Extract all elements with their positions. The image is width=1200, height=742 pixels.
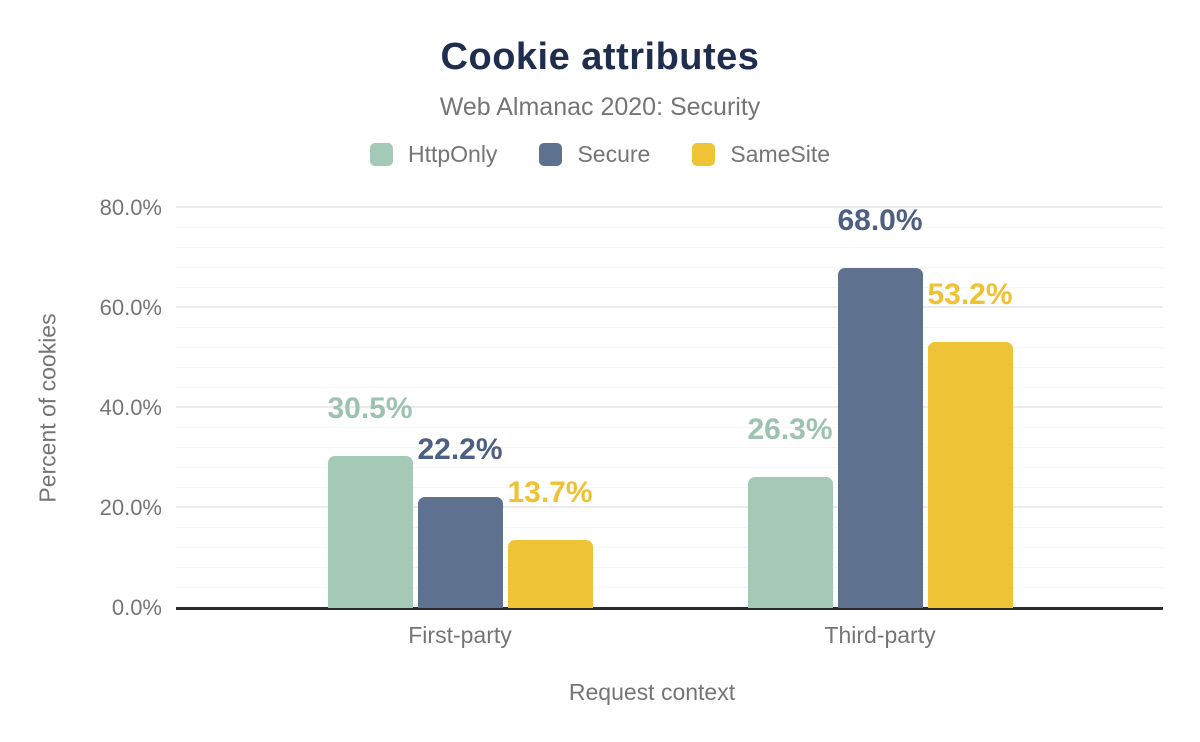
major-gridline	[176, 206, 1163, 208]
legend: HttpOnly Secure SameSite	[0, 141, 1200, 168]
major-gridline	[176, 306, 1163, 308]
bar-label-secure-third-party: 68.0%	[837, 204, 923, 237]
bar-label-httponly-third-party: 26.3%	[747, 412, 833, 446]
x-axis-line	[176, 607, 1163, 610]
legend-label-httponly: HttpOnly	[407, 141, 498, 167]
minor-gridline	[176, 267, 1163, 268]
bar-label-samesite-third-party: 53.2%	[927, 278, 1013, 311]
minor-gridline	[176, 287, 1163, 288]
y-tick-label: 0.0%	[111, 595, 162, 620]
bar-label-httponly-first-party: 30.5%	[327, 391, 413, 425]
minor-gridline	[176, 487, 1163, 488]
minor-gridline	[176, 227, 1163, 228]
minor-gridline	[176, 527, 1163, 528]
minor-gridline	[176, 547, 1163, 548]
legend-item-httponly: HttpOnly	[369, 141, 498, 168]
x-tick-label-first-party: First-party	[408, 622, 512, 648]
y-tick-label: 40.0%	[99, 395, 162, 420]
legend-item-samesite: SameSite	[692, 141, 830, 168]
plot-area: 30.5% 22.2% 13.7% First-party 26.3% 68.0% 53.2…	[176, 204, 1163, 648]
major-gridline	[176, 506, 1163, 508]
chart-title: Cookie attributes	[440, 36, 760, 78]
legend-swatch-samesite	[692, 143, 716, 166]
y-tick-label: 60.0%	[99, 295, 162, 320]
minor-gridline	[176, 327, 1163, 328]
legend-label-secure: Secure	[577, 141, 651, 167]
bar-label-samesite-first-party: 13.7%	[507, 475, 593, 509]
chart-subtitle: Web Almanac 2020: Security	[439, 93, 761, 121]
y-tick-label: 20.0%	[99, 495, 162, 520]
legend-swatch-httponly	[369, 143, 393, 166]
minor-gridline	[176, 467, 1163, 468]
bar-samesite-first-party	[507, 539, 593, 608]
x-tick-label-third-party: Third-party	[824, 622, 936, 648]
x-axis-title: Request context	[568, 679, 736, 705]
legend-item-secure: Secure	[539, 141, 650, 168]
bar-httponly-first-party	[327, 455, 413, 608]
minor-gridline	[176, 567, 1163, 568]
minor-gridline	[176, 387, 1163, 388]
minor-gridline	[176, 247, 1163, 248]
major-gridline	[176, 406, 1163, 408]
minor-gridline	[176, 367, 1163, 368]
y-tick-label: 80.0%	[99, 195, 162, 220]
minor-gridline	[176, 587, 1163, 588]
bar-httponly-third-party	[747, 476, 833, 608]
bar-label-secure-first-party: 22.2%	[417, 433, 503, 466]
bar-secure-first-party	[417, 497, 503, 608]
legend-swatch-secure	[539, 143, 563, 166]
minor-gridline	[176, 347, 1163, 348]
legend-label-samesite: SameSite	[730, 141, 831, 167]
minor-gridline	[176, 447, 1163, 448]
bar-secure-third-party	[837, 268, 923, 608]
bar-samesite-third-party	[927, 342, 1013, 608]
minor-gridline	[176, 427, 1163, 428]
